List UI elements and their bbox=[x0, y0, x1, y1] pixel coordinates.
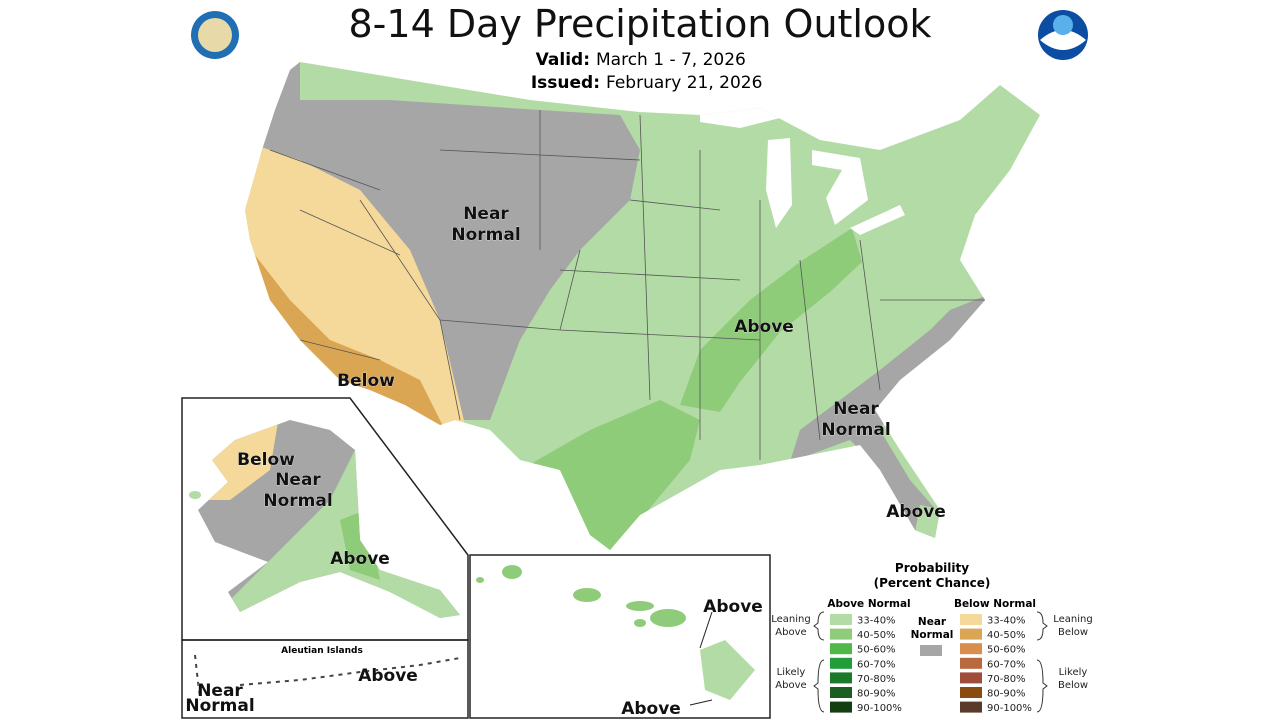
bracket-label: Likely bbox=[1059, 667, 1088, 678]
title: 8-14 Day Precipitation Outlook bbox=[349, 2, 932, 46]
legend-swatch bbox=[830, 628, 852, 640]
issued-date: February 21, 2026 bbox=[606, 73, 762, 93]
legend-range: 60-70% bbox=[857, 659, 896, 670]
region-label: Normal bbox=[451, 225, 520, 245]
region-label: Near bbox=[197, 681, 243, 701]
legend: Probability (Percent Chance) Above Norma… bbox=[771, 561, 1092, 714]
bracket-label: Below bbox=[1058, 680, 1088, 691]
legend-swatch bbox=[830, 687, 852, 698]
near-label: Normal bbox=[911, 629, 954, 641]
legend-swatch bbox=[960, 614, 982, 625]
bracket bbox=[813, 659, 825, 713]
hawaii-map bbox=[476, 565, 755, 700]
region-label: Normal bbox=[263, 491, 332, 511]
pointer-line bbox=[689, 611, 713, 706]
legend-title: Probability bbox=[895, 561, 969, 575]
legend-range: 80-90% bbox=[987, 689, 1026, 700]
region-label: Above bbox=[621, 699, 681, 719]
region-label: Above bbox=[886, 502, 946, 522]
region-label: Above bbox=[358, 666, 418, 686]
alaska-frame bbox=[181, 397, 469, 641]
bracket-label: Leaning bbox=[771, 614, 810, 625]
map-labels: NearNormalAboveBelowNearNormalAboveBelow… bbox=[185, 204, 946, 720]
legend-swatch bbox=[830, 701, 852, 713]
legend-range: 50-60% bbox=[987, 645, 1026, 656]
legend-range: 60-70% bbox=[987, 659, 1026, 670]
valid-date: March 1 - 7, 2026 bbox=[596, 50, 746, 70]
bracket-label: Above bbox=[775, 680, 806, 691]
region-label: Normal bbox=[185, 696, 254, 716]
region-label: Below bbox=[237, 450, 295, 470]
region-label: Near bbox=[275, 470, 321, 490]
legend-range: 70-80% bbox=[987, 674, 1026, 685]
legend-range: 80-90% bbox=[857, 689, 896, 700]
below-heading: Below Normal bbox=[954, 598, 1036, 610]
legend-swatch bbox=[960, 687, 982, 698]
legend-swatch bbox=[960, 701, 982, 713]
hawaii-frame bbox=[469, 554, 771, 719]
bracket-label: Leaning bbox=[1053, 614, 1092, 625]
legend-swatch bbox=[830, 672, 852, 684]
valid-label: Valid: bbox=[536, 50, 590, 70]
legend-swatch bbox=[830, 614, 852, 625]
aleutian-islands bbox=[194, 654, 461, 701]
bracket-label: Below bbox=[1058, 627, 1088, 638]
region-label: Above bbox=[330, 549, 390, 569]
aleutian-frame bbox=[181, 639, 469, 719]
bracket bbox=[1036, 659, 1048, 713]
legend-subtitle: (Percent Chance) bbox=[874, 576, 991, 590]
legend-range: 50-60% bbox=[857, 645, 896, 656]
legend-range: 90-100% bbox=[987, 703, 1032, 714]
aleutian-title: Aleutian Islands bbox=[281, 646, 363, 656]
legend-swatch bbox=[960, 657, 982, 669]
region-label: Above bbox=[734, 317, 794, 337]
legend-range: 70-80% bbox=[857, 674, 896, 685]
region-label: Near bbox=[463, 204, 509, 224]
legend-swatch bbox=[830, 643, 852, 655]
legend-range: 40-50% bbox=[857, 630, 896, 641]
legend-range: 40-50% bbox=[987, 630, 1026, 641]
legend-range: 33-40% bbox=[857, 616, 896, 627]
legend-swatch bbox=[960, 672, 982, 684]
legend-swatch bbox=[960, 628, 982, 640]
island bbox=[189, 491, 201, 499]
above-heading: Above Normal bbox=[827, 598, 910, 610]
legend-swatch bbox=[960, 643, 982, 655]
bracket bbox=[1036, 611, 1048, 641]
region-label: Near bbox=[833, 399, 879, 419]
bracket bbox=[813, 611, 825, 641]
legend-swatch bbox=[920, 645, 942, 656]
bracket-label: Above bbox=[775, 627, 806, 638]
alaska-map bbox=[198, 420, 460, 618]
logo-noaa bbox=[1038, 10, 1088, 60]
logo-doc bbox=[191, 11, 239, 59]
region-label: Below bbox=[337, 371, 395, 391]
bracket-label: Likely bbox=[777, 667, 806, 678]
near-label: Near bbox=[918, 616, 947, 628]
legend-swatch bbox=[830, 657, 852, 669]
legend-range: 33-40% bbox=[987, 616, 1026, 627]
legend-range: 90-100% bbox=[857, 703, 902, 714]
issued-label: Issued: bbox=[531, 73, 600, 93]
region-label: Above bbox=[703, 597, 763, 617]
region-label: Normal bbox=[821, 420, 890, 440]
